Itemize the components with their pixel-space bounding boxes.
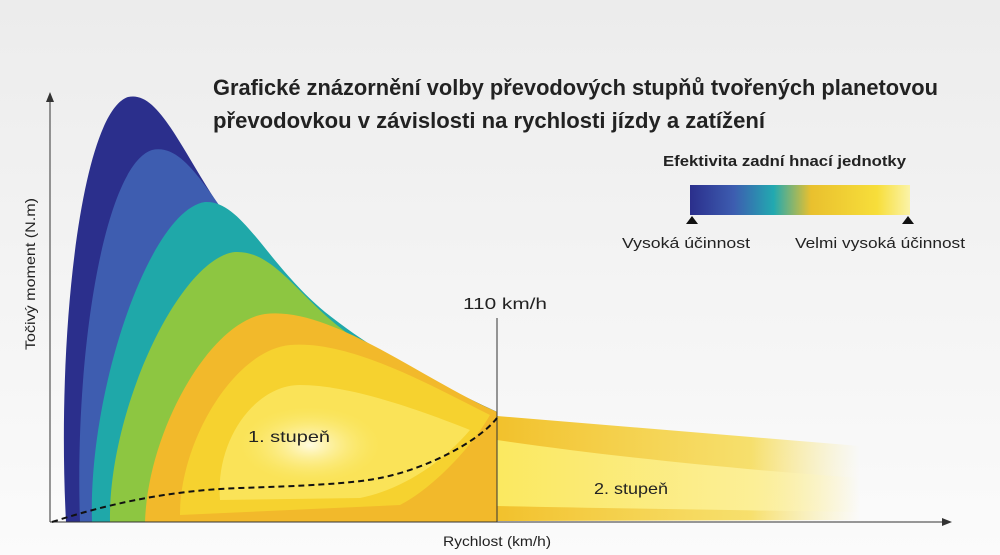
- y-axis-label: Točivý moment (N.m): [22, 198, 38, 350]
- region-label: 1. stupeň: [248, 429, 330, 446]
- legend-tick: [902, 216, 914, 224]
- region-label: 2. stupeň: [594, 481, 668, 498]
- band-inner: [497, 440, 860, 512]
- title: převodovkou v závislosti na rychlosti jí…: [213, 108, 766, 133]
- legend-bar: [690, 185, 910, 215]
- legend-low: Vysoká účinnost: [622, 235, 751, 252]
- x-axis-label: Rychlost (km/h): [443, 533, 551, 549]
- y-arrow: [46, 92, 54, 102]
- x-arrow: [942, 518, 952, 526]
- legend-tick: [686, 216, 698, 224]
- legend-high: Velmi vysoká účinnost: [795, 235, 966, 252]
- title: Grafické znázornění volby převodových st…: [213, 75, 938, 100]
- legend-title: Efektivita zadní hnací jednotky: [663, 153, 907, 170]
- marker-label: 110 km/h: [463, 296, 547, 313]
- core: [240, 407, 380, 483]
- shift-line: [51, 417, 498, 523]
